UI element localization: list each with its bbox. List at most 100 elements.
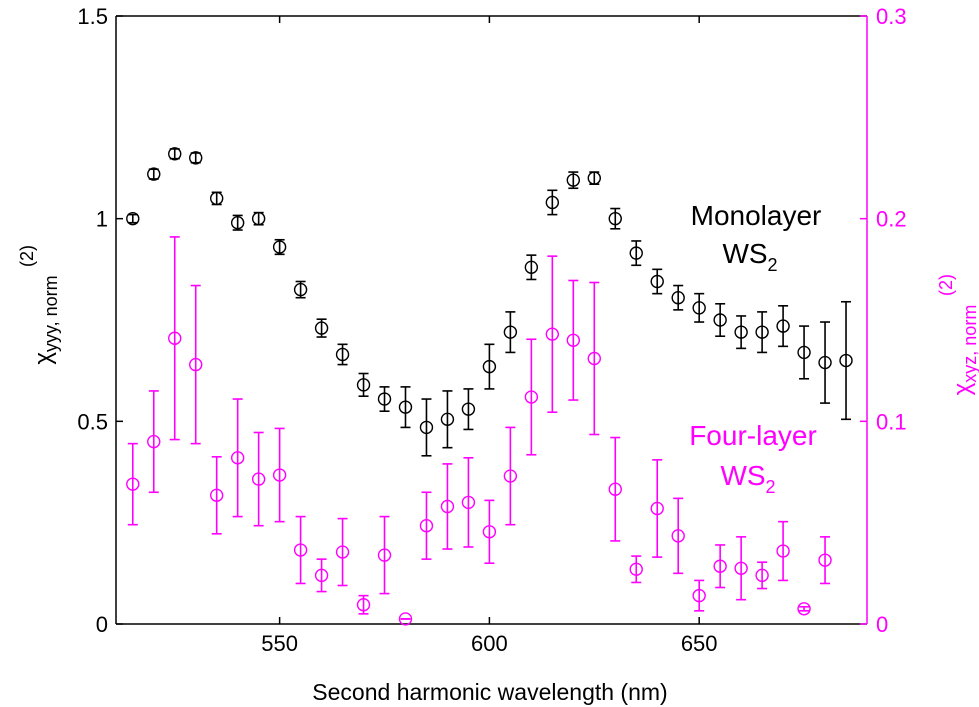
- monolayer-data-point: [482, 359, 497, 374]
- monolayer-data-point: [189, 151, 203, 165]
- monolayer-series: [126, 147, 853, 457]
- four-layer-data-point: [587, 351, 601, 366]
- four-layer-data-point: [126, 477, 140, 491]
- four-layer-data-point: [692, 588, 706, 603]
- four-layer-annotation: Four-layer WS2: [689, 420, 817, 497]
- four-layer-data-point: [168, 331, 182, 345]
- plot-area: [115, 15, 868, 625]
- monolayer-annotation-ws: WS: [722, 238, 767, 269]
- left-y-ticks: 0 0.5 1 1.5: [77, 4, 123, 637]
- monolayer-data-point: [797, 345, 811, 360]
- monolayer-data-point: [566, 173, 581, 187]
- left-y-label-base: χ: [30, 352, 57, 365]
- monolayer-annotation: Monolayer WS2: [691, 200, 822, 275]
- monolayer-data-point: [251, 211, 266, 226]
- four-layer-data-point: [776, 544, 790, 558]
- monolayer-data-point: [524, 260, 539, 275]
- four-layer-annotation-sub: 2: [766, 477, 776, 497]
- four-layer-data-point: [293, 543, 308, 557]
- right-y-label-sub: xyz, norm: [960, 305, 979, 383]
- four-layer-data-point: [147, 434, 161, 449]
- x-axis-label: Second harmonic wavelength (nm): [312, 679, 667, 705]
- monolayer-annotation-sub: 2: [768, 255, 778, 275]
- monolayer-data-point: [440, 412, 455, 427]
- four-layer-data-point: [713, 559, 727, 573]
- monolayer-data-point: [650, 274, 664, 289]
- monolayer-data-point: [608, 211, 622, 226]
- monolayer-data-point: [209, 191, 224, 206]
- left-y-tick-label: 0: [96, 612, 108, 637]
- x-tick-label: 600: [471, 631, 508, 656]
- four-layer-data-point: [209, 488, 224, 503]
- four-layer-data-point: [272, 468, 287, 482]
- monolayer-data-point: [713, 313, 727, 327]
- monolayer-data-point: [839, 353, 853, 368]
- monolayer-data-point: [503, 325, 518, 339]
- monolayer-data-point: [293, 282, 308, 297]
- x-ticks: 550 600 650: [261, 16, 718, 656]
- monolayer-data-point: [587, 171, 601, 185]
- monolayer-data-point: [356, 378, 371, 392]
- right-y-ticks: 0 0.1 0.2 0.3: [860, 4, 907, 637]
- four-layer-data-point: [650, 501, 664, 516]
- four-layer-data-point: [734, 561, 748, 575]
- monolayer-data-point: [818, 355, 832, 370]
- four-layer-annotation-line1: Four-layer: [689, 420, 817, 451]
- four-layer-data-point: [503, 469, 518, 483]
- monolayer-data-point: [671, 291, 685, 305]
- four-layer-data-point: [440, 499, 455, 514]
- x-tick-label: 550: [261, 631, 298, 656]
- left-y-label-sub: yyy, norm: [41, 275, 61, 352]
- four-layer-data-point: [251, 472, 266, 486]
- right-y-tick-label: 0.1: [876, 409, 907, 434]
- monolayer-data-point: [168, 147, 182, 161]
- monolayer-data-point: [776, 319, 790, 333]
- right-y-label-base: χ: [949, 382, 976, 395]
- four-layer-data-point: [755, 568, 769, 583]
- four-layer-data-point: [797, 602, 811, 616]
- left-y-tick-label: 0.5: [77, 409, 108, 434]
- four-layer-data-point: [461, 495, 476, 510]
- right-y-axis-label-superscript: (2): [936, 274, 956, 296]
- four-layer-data-point: [545, 327, 560, 341]
- right-y-axis-label: χxyz, norm: [949, 305, 979, 396]
- left-y-axis-label-superscript: (2): [17, 245, 37, 267]
- four-layer-data-point: [335, 545, 350, 559]
- left-y-tick-label: 1.5: [77, 4, 108, 29]
- four-layer-data-point: [608, 482, 622, 496]
- four-layer-data-point: [566, 333, 581, 347]
- four-layer-data-point: [377, 548, 392, 562]
- monolayer-annotation-line1: Monolayer: [691, 200, 822, 231]
- monolayer-annotation-line2: WS2: [722, 238, 777, 275]
- x-tick-label: 650: [681, 631, 718, 656]
- monolayer-data-point: [545, 195, 560, 210]
- four-layer-data-point: [314, 568, 329, 583]
- monolayer-data-point: [398, 400, 413, 414]
- monolayer-data-point: [272, 240, 287, 254]
- monolayer-data-point: [419, 420, 434, 435]
- monolayer-data-point: [377, 392, 392, 406]
- monolayer-data-point: [461, 402, 476, 416]
- four-layer-data-point: [356, 598, 371, 612]
- four-layer-data-point: [629, 562, 643, 576]
- monolayer-data-point: [692, 301, 706, 315]
- right-y-tick-label: 0.3: [876, 4, 907, 29]
- four-layer-data-point: [482, 525, 497, 539]
- four-layer-data-point: [818, 553, 832, 567]
- left-y-axis-label: χyyy, norm: [30, 275, 61, 364]
- four-layer-annotation-line2: WS2: [720, 460, 775, 497]
- monolayer-data-point: [755, 325, 769, 339]
- monolayer-data-point: [230, 216, 245, 230]
- four-layer-data-point: [230, 451, 245, 465]
- four-layer-data-point: [189, 357, 203, 372]
- monolayer-data-point: [335, 347, 350, 362]
- right-y-tick-label: 0.2: [876, 207, 907, 232]
- monolayer-data-point: [734, 325, 748, 339]
- monolayer-data-point: [629, 246, 643, 260]
- four-layer-data-point: [671, 529, 685, 543]
- right-y-tick-label: 0: [876, 612, 888, 637]
- four-layer-data-point: [524, 390, 539, 404]
- series-layer: [126, 147, 853, 626]
- monolayer-data-point: [126, 211, 140, 226]
